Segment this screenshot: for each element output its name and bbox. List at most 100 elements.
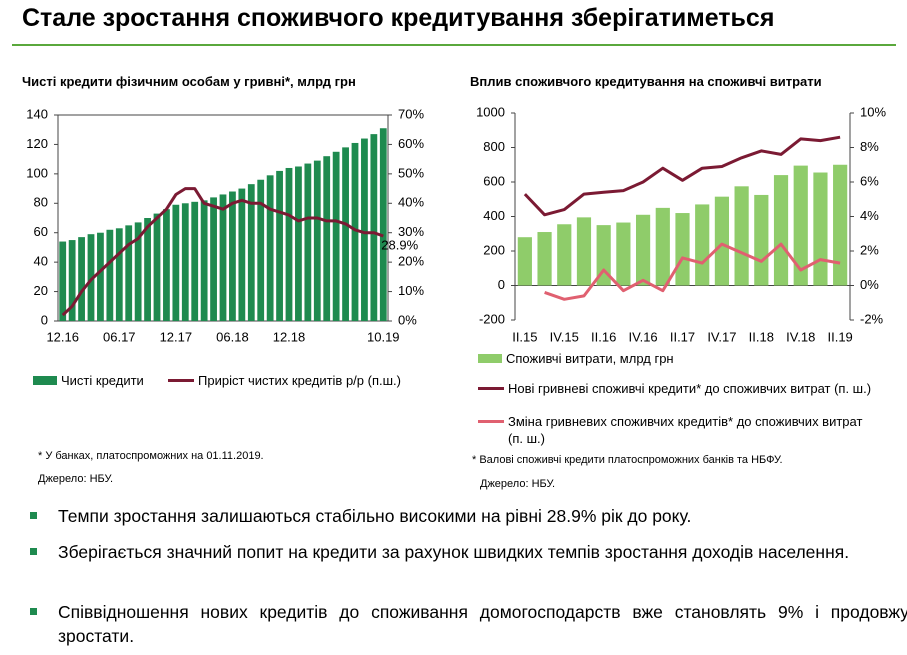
y2-tick-label: 0% bbox=[398, 312, 417, 327]
chart-title: Чисті кредити фізичним особам у гривні*,… bbox=[22, 74, 356, 89]
chart-title: Вплив споживчого кредитування на споживч… bbox=[470, 74, 822, 89]
x-tick-label: 12.17 bbox=[160, 329, 193, 344]
y-tick-label: 120 bbox=[26, 136, 48, 151]
bar bbox=[323, 156, 331, 321]
bar bbox=[106, 229, 114, 321]
legend-swatch bbox=[478, 420, 504, 423]
bar bbox=[537, 232, 552, 286]
line bbox=[523, 135, 841, 217]
bar bbox=[655, 207, 670, 286]
bar bbox=[181, 203, 189, 321]
data-label: 28.9% bbox=[381, 237, 418, 252]
bar bbox=[754, 194, 769, 286]
bar bbox=[517, 237, 532, 286]
bar bbox=[616, 222, 631, 286]
x-tick-label: IV.18 bbox=[786, 329, 815, 344]
bar bbox=[59, 241, 67, 321]
bar bbox=[153, 213, 161, 321]
title-rule bbox=[12, 44, 896, 46]
bar bbox=[266, 175, 274, 321]
y-tick-label: 200 bbox=[483, 242, 505, 257]
bar bbox=[97, 232, 104, 321]
y-tick-label: 140 bbox=[26, 106, 48, 121]
legend-item: Споживчі витрати, млрд грн bbox=[478, 350, 878, 367]
source: Джерело: НБУ. bbox=[38, 473, 114, 485]
bar bbox=[210, 197, 217, 321]
legend-item: Приріст чистих кредитів р/р (п.ш.) bbox=[168, 372, 438, 389]
y-tick-label: 40 bbox=[34, 254, 48, 269]
bar bbox=[229, 191, 236, 321]
y2-tick-label: 60% bbox=[398, 136, 424, 151]
bar bbox=[370, 134, 378, 321]
x-tick-label: II.19 bbox=[827, 329, 852, 344]
bar bbox=[247, 184, 255, 321]
source: Джерело: НБУ. bbox=[480, 478, 556, 490]
x-tick-label: 12.18 bbox=[273, 329, 306, 344]
bar bbox=[285, 167, 293, 321]
bar bbox=[219, 194, 227, 321]
bar bbox=[78, 237, 85, 321]
bar bbox=[304, 163, 312, 321]
y2-tick-label: 4% bbox=[860, 208, 879, 223]
y-tick-label: 400 bbox=[483, 208, 505, 223]
legend-item: Зміна гривневих споживчих кредитів* до с… bbox=[478, 413, 878, 447]
bar bbox=[342, 147, 349, 321]
bar bbox=[351, 142, 359, 321]
y2-tick-label: -2% bbox=[860, 311, 884, 326]
y-tick-label: 20 bbox=[34, 283, 48, 298]
y-tick-label: 0 bbox=[498, 277, 505, 292]
bar bbox=[773, 175, 789, 286]
bar bbox=[596, 225, 611, 286]
bar bbox=[172, 204, 180, 321]
bar bbox=[576, 217, 592, 286]
bar bbox=[191, 201, 199, 321]
y-tick-label: 0 bbox=[41, 312, 48, 327]
legend-label: Нові гривневі споживчі кредити* до спожи… bbox=[508, 381, 872, 396]
bullet: Темпи зростання залишаються стабільно ви… bbox=[28, 504, 907, 528]
y-tick-label: 80 bbox=[34, 195, 48, 210]
legend-swatch bbox=[478, 354, 502, 363]
x-tick-label: 06.18 bbox=[216, 329, 249, 344]
x-tick-label: IV.17 bbox=[707, 329, 736, 344]
y-tick-label: -200 bbox=[479, 311, 505, 326]
bar bbox=[163, 209, 170, 321]
y-tick-label: 600 bbox=[483, 173, 505, 188]
bar bbox=[695, 204, 710, 286]
bar bbox=[361, 138, 368, 321]
x-tick-label: IV.15 bbox=[550, 329, 579, 344]
legend-label: Споживчі витрати, млрд грн bbox=[506, 351, 674, 366]
y-tick-label: 800 bbox=[483, 139, 505, 154]
y2-tick-label: 30% bbox=[398, 224, 424, 239]
x-tick-label: II.18 bbox=[749, 329, 774, 344]
bar bbox=[813, 172, 828, 286]
bar bbox=[714, 196, 730, 286]
bullet: Співвідношення нових кредитів до спожива… bbox=[28, 600, 907, 648]
bar bbox=[793, 165, 808, 286]
y2-tick-label: 2% bbox=[860, 242, 879, 257]
bar bbox=[276, 170, 283, 321]
bar bbox=[734, 186, 749, 286]
y2-tick-label: 10% bbox=[398, 283, 424, 298]
bar bbox=[144, 218, 151, 321]
bar bbox=[833, 164, 848, 286]
y-tick-label: 100 bbox=[26, 165, 48, 180]
line bbox=[544, 242, 841, 301]
legend-swatch bbox=[168, 379, 194, 382]
bar bbox=[200, 200, 208, 321]
y2-tick-label: 40% bbox=[398, 195, 424, 210]
legend-swatch bbox=[33, 376, 57, 385]
bar bbox=[557, 224, 572, 286]
slide-title: Стале зростання споживчого кредитування … bbox=[22, 4, 775, 32]
x-tick-label: 10.19 bbox=[367, 329, 400, 344]
legend-label: Приріст чистих кредитів р/р (п.ш.) bbox=[198, 373, 401, 388]
bullet: Зберігається значний попит на кредити за… bbox=[28, 540, 907, 564]
legend-item: Нові гривневі споживчі кредити* до спожи… bbox=[478, 380, 878, 397]
y2-tick-label: 20% bbox=[398, 254, 424, 269]
bar bbox=[332, 151, 340, 321]
bar bbox=[68, 240, 76, 321]
x-tick-label: 12.16 bbox=[46, 329, 79, 344]
x-tick-label: II.16 bbox=[591, 329, 616, 344]
legend-label: Чисті кредити bbox=[61, 373, 144, 388]
